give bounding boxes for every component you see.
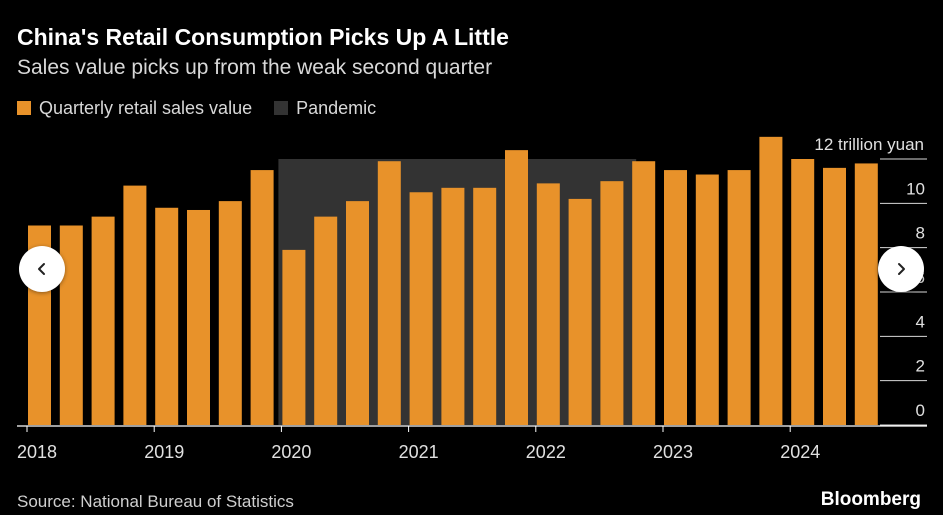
chevron-right-icon bbox=[898, 263, 905, 275]
y-tick-label-4: 4 bbox=[916, 312, 925, 331]
legend-label-sales: Quarterly retail sales value bbox=[39, 97, 253, 118]
y-tick-label-12: 12 trillion yuan bbox=[814, 135, 924, 154]
bar-2022-Q1 bbox=[536, 183, 560, 425]
x-tick-label-2022: 2022 bbox=[526, 442, 566, 462]
bar-2022-Q3 bbox=[600, 181, 624, 425]
legend-swatch-sales bbox=[17, 101, 31, 115]
bar-2024-Q1 bbox=[791, 159, 815, 425]
x-tick-label-2019: 2019 bbox=[144, 442, 184, 462]
bar-2018-Q2 bbox=[59, 225, 83, 425]
bar-2019-Q1 bbox=[155, 207, 179, 425]
bar-2020-Q4 bbox=[377, 161, 401, 425]
bar-2023-Q2 bbox=[695, 174, 719, 425]
prev-chart-button[interactable] bbox=[19, 246, 65, 292]
source-note: Source: National Bureau of Statistics bbox=[17, 492, 294, 511]
legend-item-sales: Quarterly retail sales value bbox=[17, 98, 252, 119]
chevron-left-icon bbox=[38, 263, 45, 275]
bar-chart: 024681012 trillion yuan20182019202020212… bbox=[17, 135, 927, 462]
x-tick-label-2020: 2020 bbox=[271, 442, 311, 462]
bar-2020-Q2 bbox=[314, 216, 338, 425]
bar-2024-Q3 bbox=[854, 163, 878, 425]
legend-item-pandemic: Pandemic bbox=[274, 98, 376, 119]
bar-2023-Q4 bbox=[759, 136, 783, 426]
x-tick-label-2021: 2021 bbox=[399, 442, 439, 462]
bar-2023-Q3 bbox=[727, 170, 751, 425]
legend-swatch-pandemic bbox=[274, 101, 289, 115]
bar-2018-Q3 bbox=[91, 216, 115, 425]
brand-logo: Bloomberg bbox=[820, 489, 921, 510]
legend: Quarterly retail sales value Pandemic bbox=[17, 97, 398, 119]
bar-2020-Q1 bbox=[282, 249, 306, 425]
chart-title: China's Retail Consumption Picks Up A Li… bbox=[17, 24, 509, 50]
bar-2018-Q4 bbox=[123, 185, 147, 425]
bar-2022-Q2 bbox=[568, 198, 592, 425]
bar-2020-Q3 bbox=[346, 201, 369, 425]
next-chart-button[interactable] bbox=[878, 246, 924, 292]
bar-2023-Q1 bbox=[664, 170, 687, 425]
bar-2022-Q4 bbox=[632, 161, 656, 425]
bar-2021-Q2 bbox=[441, 187, 465, 425]
bar-2021-Q4 bbox=[505, 150, 528, 425]
y-tick-label-0: 0 bbox=[916, 401, 925, 420]
y-tick-label-2: 2 bbox=[916, 357, 925, 376]
y-tick-label-8: 8 bbox=[916, 224, 925, 243]
bar-2021-Q1 bbox=[409, 192, 433, 425]
x-tick-label-2018: 2018 bbox=[17, 442, 57, 462]
bar-2024-Q2 bbox=[823, 167, 846, 425]
legend-label-pandemic: Pandemic bbox=[296, 97, 377, 118]
bar-2019-Q3 bbox=[218, 201, 242, 425]
bar-2019-Q2 bbox=[187, 209, 210, 425]
bar-2021-Q3 bbox=[473, 187, 497, 425]
chart-subtitle: Sales value picks up from the weak secon… bbox=[17, 56, 493, 79]
y-tick-label-10: 10 bbox=[906, 179, 925, 198]
x-tick-label-2023: 2023 bbox=[653, 442, 693, 462]
x-tick-label-2024: 2024 bbox=[780, 442, 820, 462]
bar-2019-Q4 bbox=[250, 170, 274, 425]
